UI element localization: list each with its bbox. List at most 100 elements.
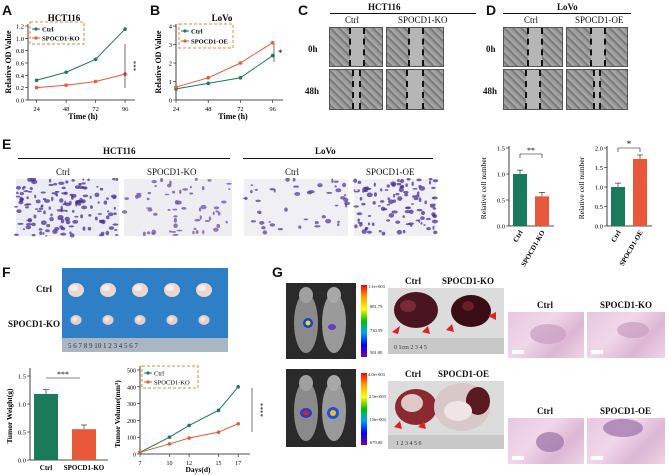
- chart-b-xtick: 96: [269, 106, 276, 113]
- e-col-ko: SPOCD1-KO: [147, 167, 197, 177]
- chart-b-xlabel: Time (h): [218, 112, 248, 121]
- chart-f-line-xlabel: Days(d): [185, 465, 211, 474]
- chart-a-xtick: 96: [122, 106, 129, 113]
- f-row-ko: SPOCD1-KO: [8, 319, 61, 329]
- chart-f-legend-ctrl: Ctrl: [154, 371, 164, 378]
- g-ivis-oe: [286, 369, 356, 447]
- c-title-rule: [330, 13, 476, 14]
- chart-e1-cat-ctrl: Ctrl: [512, 229, 525, 244]
- chart-a-xtick: 72: [92, 106, 99, 113]
- chart-f-bar-bar-0: [34, 393, 58, 460]
- f-ruler: 5 6 7 8 9 10 1 2 3 4 5 6 7: [68, 342, 139, 350]
- chart-a-legend-ctrl: Ctrl: [42, 27, 54, 34]
- c-wound-ctrl-48h: [329, 69, 383, 110]
- chart-a-point: [34, 78, 39, 83]
- chart-e2-bar-0: [611, 187, 625, 226]
- g-he1-ko: SPOCD1-KO: [600, 300, 653, 310]
- chart-a-ytick: 0.8: [16, 48, 24, 55]
- chart-a-point: [64, 70, 68, 75]
- g-scale1-min: 501.00: [370, 350, 383, 355]
- c-col-ctrl: Ctrl: [345, 15, 360, 25]
- chart-f-line-point: [167, 435, 172, 439]
- chart-f-line-ytick: 0: [133, 453, 136, 459]
- chart-b-title: LoVo: [212, 13, 233, 23]
- e-title1-rule: [18, 158, 230, 159]
- chart-f-line-xtick: 10: [166, 461, 172, 467]
- chart-f-line-point: [216, 430, 221, 434]
- d-col-ctrl: Ctrl: [524, 15, 539, 25]
- d-row-48h: 48h: [483, 86, 498, 96]
- g-tumor1-ko: SPOCD1-KO: [442, 276, 495, 286]
- chart-f-line-ytick: 400: [127, 385, 136, 391]
- chart-b-ytick: 0: [169, 98, 172, 105]
- chart-b-ytick: 2: [169, 61, 172, 68]
- chart-a-xlabel: Time (h): [68, 112, 98, 121]
- g-ruler-2: 1 2 3 4 5 6: [396, 441, 422, 447]
- chart-f-line-point: [236, 421, 240, 426]
- chart-f-line-ytick: 300: [127, 402, 136, 408]
- chart-e1-ytick: 0.0: [497, 224, 505, 231]
- g-tumor1-ctrl: Ctrl: [405, 276, 421, 286]
- g-scale1-v3: 730.59: [370, 328, 383, 333]
- chart-f-line-point: [236, 385, 240, 389]
- e-title2-rule: [243, 158, 433, 159]
- chart-a-ytick: 0.2: [16, 85, 24, 92]
- panel-label-c: C: [298, 2, 309, 18]
- chart-e2-ylabel: Relative cell number: [577, 156, 586, 219]
- c-wound-ko-48h: [386, 69, 444, 110]
- g-scale2-v3: 1.8e+003: [369, 417, 386, 422]
- panel-label-e: E: [2, 136, 12, 152]
- chart-e2-ytick: 0.0: [595, 224, 603, 231]
- chart-f-line-ylabel: Tumor Volume(mm³): [113, 380, 122, 448]
- chart-b-ytick: 4: [169, 24, 173, 31]
- d-wound-oe-48h: [566, 69, 628, 110]
- chart-f-line-ytick: 100: [127, 436, 136, 442]
- chart-f-line-ytick: 500: [127, 369, 136, 375]
- g-scale1-max: 1.1e+003: [368, 284, 385, 289]
- d-wound-ctrl-0h: [503, 27, 563, 67]
- chart-f-bar-ytick: 0.0: [18, 458, 26, 465]
- chart-a-significance: ***: [129, 61, 137, 72]
- chart-e1-ylabel: Relative cell number: [479, 156, 488, 219]
- chart-b-xtick: 72: [237, 106, 244, 113]
- panel-label-f: F: [2, 264, 11, 280]
- chart-a-ytick: 0.6: [16, 61, 25, 68]
- chart-b-point: [206, 81, 211, 86]
- chart-a-point: [123, 27, 127, 31]
- g-tumor2-ctrl: Ctrl: [405, 369, 421, 379]
- chart-f-bar-ylabel: Tumor Weight(g): [5, 388, 14, 444]
- g-he-ctrl-1: [508, 312, 584, 358]
- chart-a-point: [34, 85, 39, 90]
- chart-e2-ytick: 1.5: [595, 165, 603, 172]
- g-tumor-photo-2: 1 2 3 4 5 6: [388, 381, 504, 449]
- chart-b-ytick: 1: [169, 79, 172, 86]
- d-row-0h: 0h: [486, 44, 496, 54]
- chart-a-ytick: 0.4: [16, 73, 25, 80]
- g-he-ko-1: [587, 312, 665, 358]
- g-scale2-min: 679.00: [370, 440, 383, 445]
- chart-f-line-significance: ****: [256, 403, 264, 418]
- chart-b: LoVo Relative OD Value Time (h) 0 1 2 3 4 24…: [154, 13, 283, 121]
- chart-f-legend-ko: SPOCD1-KO: [154, 380, 190, 387]
- chart-e1-bar-0: [513, 174, 527, 226]
- g-he-ctrl-2: [508, 418, 584, 464]
- chart-f-line-xtick: 12: [186, 461, 192, 467]
- chart-a-ytick: 1.0: [16, 36, 24, 43]
- c-col-ko: SPOCD1-KO: [398, 15, 448, 25]
- chart-f-bar: Tumor Weight(g) 0.0 0.5 1.0 1.5 *** Ctrl SP…: [5, 368, 108, 472]
- chart-e-bar-1: Relative cell number 0.0 0.5 1.0 1.5 ** Ctr…: [479, 146, 554, 268]
- d-col-oe: SPOCD1-OE: [575, 15, 624, 25]
- g-scale1-v2: 881.79: [370, 304, 383, 309]
- chart-b-series-line-0: [175, 55, 273, 90]
- chart-a-xtick: 48: [63, 106, 70, 113]
- g-he1-ctrl: Ctrl: [537, 300, 553, 310]
- chart-b-point: [206, 76, 211, 80]
- c-wound-ctrl-0h: [329, 27, 383, 67]
- chart-a-xtick: 24: [33, 106, 40, 113]
- chart-a-point: [93, 57, 98, 62]
- e-col-ctrl-1: Ctrl: [56, 167, 71, 177]
- e-transwell-images: [14, 178, 439, 238]
- chart-a-ylabel: Relative OD Value: [4, 30, 13, 94]
- chart-f-line-point: [167, 442, 172, 446]
- chart-a: HCT116 Relative OD Value Time (h) 0.0 0.2…: [4, 13, 137, 121]
